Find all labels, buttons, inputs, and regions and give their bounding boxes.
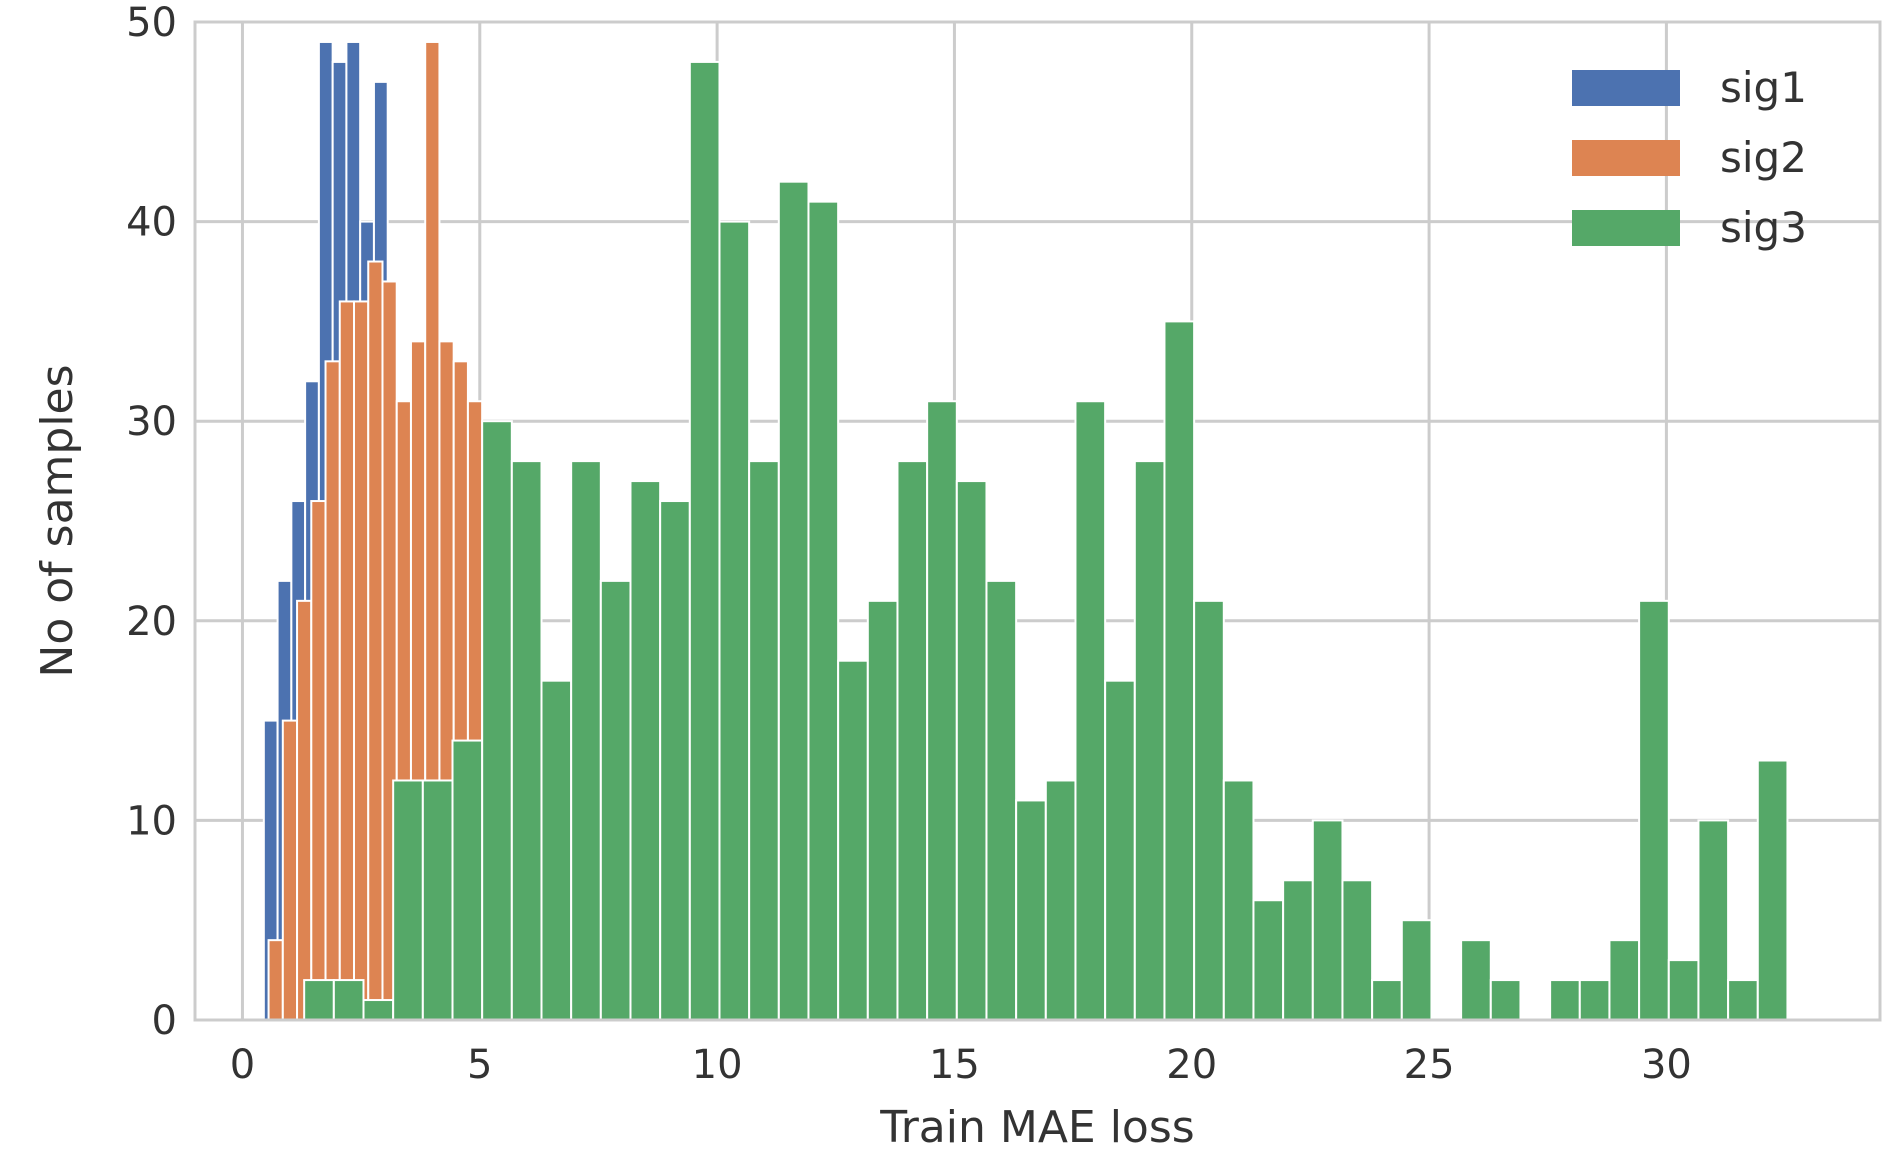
x-tick-label: 20 [1166, 1042, 1217, 1088]
bar-sig3 [866, 599, 899, 1022]
bar-sig3 [510, 460, 543, 1021]
bar-sig3 [1282, 879, 1314, 1022]
y-axis-ticks: 0 10 20 30 40 50 [126, 0, 177, 1044]
y-tick-label: 50 [126, 0, 177, 46]
x-axis-label: Train MAE loss [879, 1102, 1194, 1153]
bar-sig3 [1222, 779, 1255, 1021]
bar-sig3 [1608, 939, 1641, 1021]
bar-sig3 [1044, 779, 1077, 1021]
bar-sig3 [896, 460, 929, 1021]
y-tick-label: 0 [152, 998, 177, 1044]
legend-swatch-sig2 [1572, 140, 1680, 176]
x-tick-label: 5 [467, 1042, 492, 1088]
y-tick-label: 10 [126, 798, 177, 844]
legend-swatch-sig3 [1572, 210, 1680, 246]
bar-sig2 [296, 599, 313, 1022]
bar-sig3 [421, 779, 454, 1021]
bar-sig3 [1015, 799, 1047, 1021]
bar-sig2 [367, 260, 384, 1021]
bar-sig3 [1549, 979, 1581, 1022]
bar-sig3 [1163, 320, 1196, 1021]
x-tick-label: 10 [692, 1042, 743, 1088]
bar-sig2 [338, 300, 356, 1021]
legend-label-sig1: sig1 [1720, 63, 1807, 112]
bar-sig3 [1341, 879, 1374, 1022]
bar-sig2 [324, 360, 341, 1021]
bar-sig3 [1104, 679, 1136, 1021]
bar-sig3 [540, 679, 573, 1021]
bar-sig3 [1252, 899, 1285, 1021]
bar-sig3 [599, 579, 632, 1021]
bar-sig3 [926, 400, 958, 1021]
bar-sig2 [310, 500, 327, 1022]
bar-sig3 [1371, 979, 1403, 1022]
bar-sig3 [1074, 400, 1107, 1021]
bar-sig3 [748, 460, 780, 1021]
bar-sig3 [332, 979, 365, 1022]
bar-sig3 [1727, 979, 1759, 1022]
plot-frame [193, 20, 1882, 1022]
bar-sig3 [392, 779, 424, 1021]
bar-sig3 [1489, 979, 1522, 1022]
y-tick-label: 30 [126, 399, 177, 445]
legend-swatch-sig1 [1572, 70, 1680, 106]
bar-sig3 [659, 500, 691, 1022]
bar-sig3 [1578, 979, 1611, 1022]
bar-sig3 [1311, 819, 1344, 1022]
bar-sig2 [267, 939, 284, 1021]
x-tick-label: 30 [1641, 1042, 1692, 1088]
bar-sig3 [955, 480, 988, 1021]
x-tick-label: 0 [230, 1042, 255, 1088]
bar-sig3 [837, 659, 869, 1021]
x-tick-label: 25 [1404, 1042, 1455, 1088]
bar-sig3 [1638, 599, 1670, 1022]
bar-sig3 [570, 460, 602, 1021]
bar-sig3 [807, 200, 840, 1021]
legend-label-sig3: sig3 [1720, 203, 1807, 252]
bar-sig3 [629, 480, 662, 1021]
bar-sig3 [1667, 959, 1700, 1021]
x-tick-label: 15 [929, 1042, 980, 1088]
y-tick-label: 40 [126, 200, 177, 246]
bar-sig3 [718, 220, 751, 1022]
bar-sig3 [481, 420, 513, 1021]
legend-label-sig2: sig2 [1720, 133, 1807, 182]
bar-sig3 [688, 60, 721, 1022]
bar-sig3 [1756, 759, 1789, 1022]
bar-sig3 [1133, 460, 1166, 1021]
bar-sig3 [451, 739, 484, 1021]
bar-sig3 [1697, 819, 1730, 1022]
bar-sig3 [1193, 599, 1225, 1022]
legend: sig1 sig2 sig3 [1572, 63, 1807, 252]
bar-sig3 [985, 579, 1018, 1021]
bar-sig3 [362, 999, 395, 1021]
x-axis-ticks: 0 5 10 15 20 25 30 [230, 1042, 1692, 1088]
y-axis-label: No of samples [32, 364, 83, 677]
bar-sig2 [281, 719, 299, 1021]
bar-sig3 [1460, 939, 1492, 1021]
bar-sig3 [1400, 919, 1433, 1022]
y-tick-label: 20 [126, 599, 177, 645]
bar-sig3 [777, 180, 810, 1021]
bar-sig2 [353, 300, 370, 1021]
bar-sig3 [303, 979, 335, 1022]
